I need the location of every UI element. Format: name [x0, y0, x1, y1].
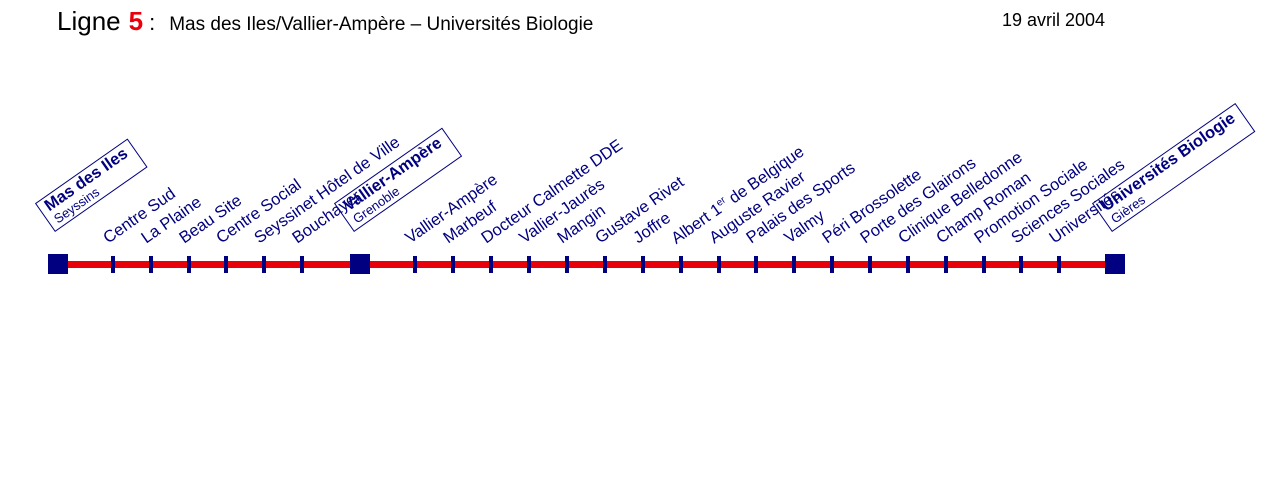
terminus-square: [350, 254, 370, 274]
stop-tick: [300, 256, 304, 273]
stop-tick: [1057, 256, 1061, 273]
stop-tick: [565, 256, 569, 273]
stop-tick: [451, 256, 455, 273]
terminus-square: [48, 254, 68, 274]
stop-tick: [413, 256, 417, 273]
stop-tick: [111, 256, 115, 273]
stop-tick: [641, 256, 645, 273]
page-title: Ligne 5: Mas des Iles/Vallier-Ampère – Uni…: [57, 6, 593, 37]
stop-ticks: [111, 256, 1061, 273]
stop-tick: [603, 256, 607, 273]
line-word: Ligne: [57, 6, 121, 36]
stop-tick: [717, 256, 721, 273]
stop-tick: [1019, 256, 1023, 273]
stop-tick: [944, 256, 948, 273]
stop-tick: [906, 256, 910, 273]
stop-tick: [527, 256, 531, 273]
date-label: 19 avril 2004: [1002, 10, 1106, 30]
terminus-square: [1105, 254, 1125, 274]
stop-tick: [830, 256, 834, 273]
stop-tick: [489, 256, 493, 273]
stop-tick: [982, 256, 986, 273]
stop-tick: [187, 256, 191, 273]
route-line: [58, 261, 1115, 268]
stop-tick: [679, 256, 683, 273]
route-name: Mas des Iles/Vallier-Ampère – Université…: [169, 14, 594, 35]
title-colon: :: [149, 10, 156, 35]
stop-tick: [792, 256, 796, 273]
stop-tick: [224, 256, 228, 273]
terminus-markers: [48, 254, 1125, 274]
stop-tick: [868, 256, 872, 273]
stop-tick: [149, 256, 153, 273]
stop-tick: [754, 256, 758, 273]
stop-tick: [262, 256, 266, 273]
line-number: 5: [128, 6, 144, 36]
